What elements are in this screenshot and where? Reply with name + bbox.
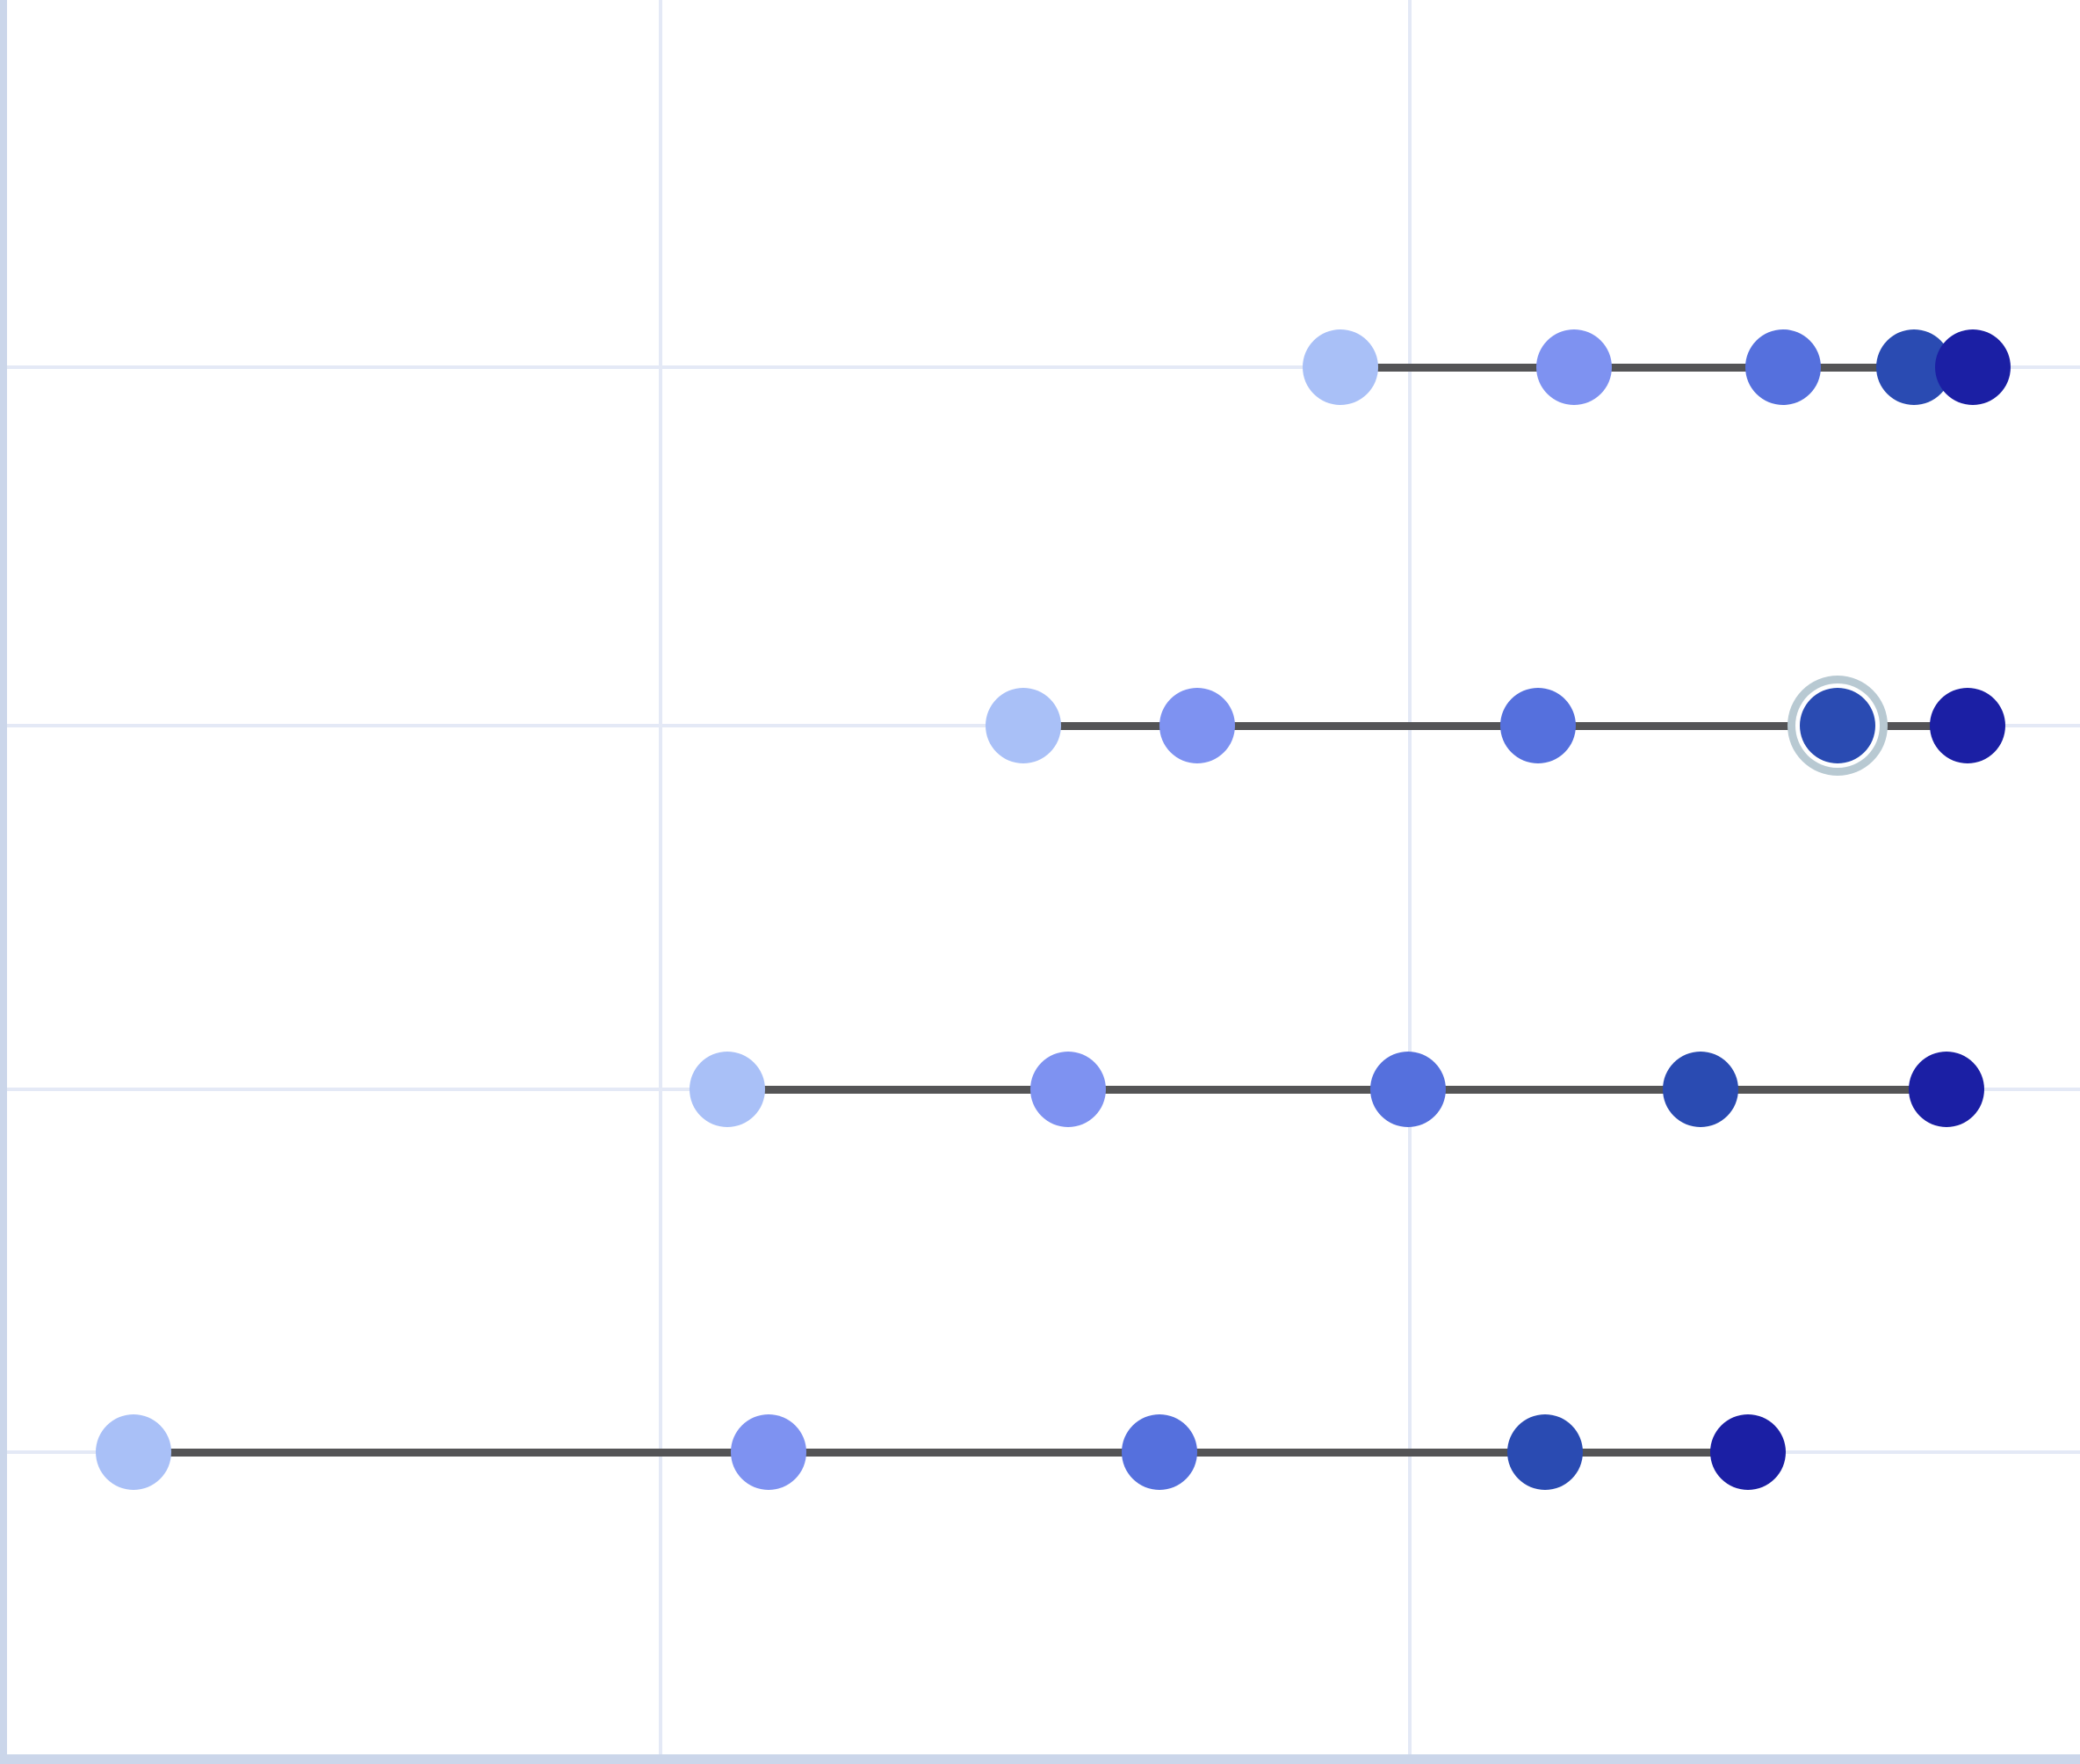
dot[interactable] xyxy=(1370,1052,1446,1127)
dot[interactable] xyxy=(690,1052,765,1127)
dot[interactable] xyxy=(1507,1414,1583,1490)
dot[interactable] xyxy=(1710,1414,1786,1490)
vertical-gridline xyxy=(1408,0,1412,1754)
dot[interactable] xyxy=(1303,329,1378,405)
y-axis-line xyxy=(0,0,7,1764)
dot[interactable] xyxy=(1536,329,1612,405)
dot[interactable] xyxy=(1030,1052,1106,1127)
dot[interactable] xyxy=(96,1414,171,1490)
dot[interactable] xyxy=(731,1414,806,1490)
dot[interactable] xyxy=(1930,688,2005,763)
dot[interactable] xyxy=(1122,1414,1197,1490)
row-connector-line xyxy=(1340,363,1973,372)
dot[interactable] xyxy=(1909,1052,1984,1127)
row-connector-line xyxy=(134,1448,1748,1457)
dot[interactable] xyxy=(1663,1052,1738,1127)
x-axis-line xyxy=(0,1754,2080,1764)
dot[interactable] xyxy=(1935,329,2011,405)
dot[interactable] xyxy=(1745,329,1821,405)
row-connector-line xyxy=(727,1085,1946,1094)
dot[interactable] xyxy=(986,688,1061,763)
row-connector-line xyxy=(1023,721,1968,730)
vertical-gridline xyxy=(659,0,662,1754)
dot[interactable] xyxy=(1159,688,1235,763)
dot[interactable] xyxy=(1500,688,1576,763)
horizontal-gridline xyxy=(0,365,2080,369)
dot-selected[interactable] xyxy=(1800,688,1875,763)
